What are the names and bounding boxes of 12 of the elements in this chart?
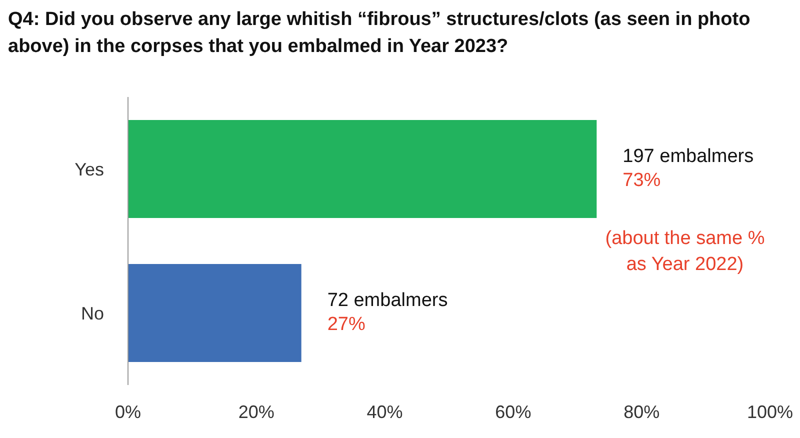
data-label: 72 embalmers 27% [327, 290, 448, 336]
y-tick-label: No [80, 303, 104, 324]
x-tick-label: 80% [624, 402, 660, 422]
note-text: (about the same % as Year 2022) [604, 227, 766, 277]
chart-title: Q4: Did you observe any large whitish “fibrous” structures/clots (as seen in photo above) in the corpses that you embalmed in Year 2023? [8, 8, 752, 59]
x-tick-label: 20% [238, 402, 274, 422]
x-tick-label: 40% [366, 402, 403, 422]
x-tick-label: 0% [114, 402, 142, 422]
x-tick-label: 60% [495, 402, 532, 422]
x-tick-label: 100% [746, 402, 794, 422]
y-tick-label: Yes [74, 159, 104, 180]
data-label: 197 embalmers 73% [622, 146, 754, 192]
